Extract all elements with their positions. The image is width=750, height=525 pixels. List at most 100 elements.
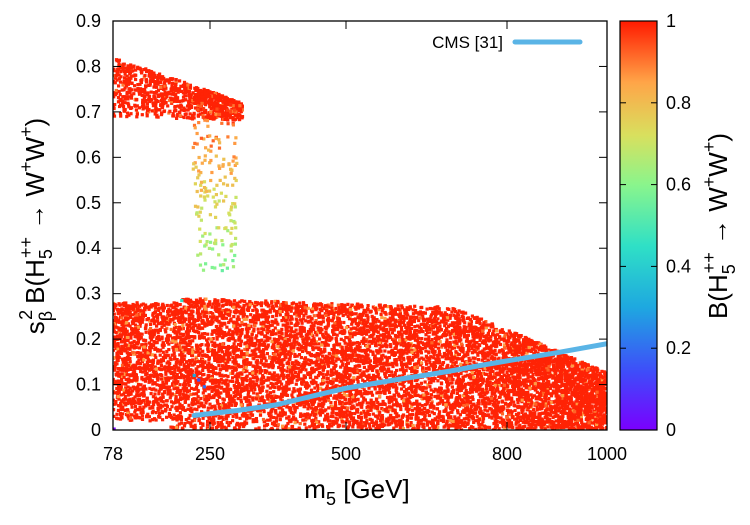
scatter-point [156, 82, 160, 86]
scatter-point [167, 412, 171, 416]
scatter-point [125, 314, 129, 318]
scatter-point [211, 195, 215, 199]
scatter-point [468, 329, 473, 333]
scatter-point [113, 312, 116, 316]
scatter-point [134, 108, 138, 112]
scatter-point [330, 304, 334, 308]
scatter-point [217, 226, 221, 230]
scatter-point [174, 78, 178, 82]
scatter-point [297, 362, 301, 366]
scatter-point [410, 319, 415, 323]
scatter-point [335, 333, 339, 337]
scatter-point [461, 384, 465, 388]
scatter-point [198, 108, 202, 112]
scatter-point [280, 327, 284, 331]
scatter-point [280, 309, 284, 313]
scatter-point [165, 319, 169, 323]
scatter-point [324, 330, 328, 334]
scatter-point [129, 65, 134, 69]
scatter-point [227, 98, 231, 102]
scatter-point [551, 427, 555, 430]
scatter-point [566, 364, 570, 368]
scatter-point [422, 343, 426, 347]
scatter-point [468, 396, 472, 400]
scatter-point [150, 98, 154, 102]
scatter-point [160, 101, 164, 105]
scatter-point [344, 363, 349, 367]
scatter-point [354, 312, 358, 316]
scatter-point [229, 110, 233, 114]
scatter-point [214, 381, 218, 385]
scatter-point [130, 327, 134, 331]
scatter-point [162, 343, 166, 347]
scatter-point [201, 234, 205, 238]
scatter-point [232, 352, 236, 356]
scatter-point [182, 80, 187, 84]
scatter-point [222, 157, 226, 161]
scatter-point [177, 87, 181, 91]
scatter-point [492, 329, 496, 333]
scatter-point [150, 388, 154, 392]
scatter-point [132, 339, 136, 343]
scatter-point [266, 384, 270, 388]
scatter-point [491, 325, 495, 329]
scatter-point [122, 80, 126, 84]
scatter-point [178, 402, 182, 406]
scatter-point [222, 199, 226, 203]
scatter-point [229, 102, 233, 107]
scatter-point [262, 340, 266, 344]
scatter-point [246, 338, 250, 342]
scatter-point [182, 115, 186, 120]
scatter-point [187, 99, 191, 103]
scatter-point [138, 355, 142, 359]
scatter-point [563, 388, 567, 392]
scatter-point [292, 415, 296, 419]
scatter-point [223, 106, 227, 111]
scatter-point [224, 345, 228, 350]
scatter-point [238, 416, 242, 420]
scatter-point [368, 322, 373, 326]
scatter-point [186, 305, 190, 309]
scatter-point [212, 388, 216, 392]
scatter-point [378, 410, 382, 414]
scatter-point [140, 320, 144, 324]
scatter-point [231, 123, 235, 127]
scatter-point [204, 262, 208, 266]
scatter-point [134, 68, 138, 72]
scatter-point [513, 333, 517, 337]
scatter-point [209, 178, 213, 183]
scatter-point [546, 425, 550, 429]
scatter-point [145, 360, 149, 364]
scatter-point [149, 90, 153, 94]
scatter-point [117, 89, 121, 94]
scatter-point [527, 417, 531, 421]
scatter-point [495, 398, 499, 402]
scatter-point [213, 116, 217, 120]
scatter-point [553, 408, 558, 412]
scatter-point [125, 74, 129, 78]
scatter-point [207, 246, 211, 250]
scatter-point [184, 108, 189, 112]
scatter-point [351, 326, 356, 330]
scatter-point [215, 202, 219, 206]
scatter-point [150, 77, 154, 81]
scatter-point [138, 324, 142, 328]
scatter-point [259, 361, 263, 365]
scatter-point [275, 339, 279, 343]
scatter-point [233, 339, 237, 343]
scatter-point [411, 355, 416, 359]
scatter-point [502, 378, 506, 382]
scatter-point [407, 323, 411, 327]
scatter-point [605, 374, 607, 378]
scatter-point [173, 355, 177, 359]
scatter-point [234, 156, 238, 160]
scatter-point [189, 424, 193, 428]
scatter-point [119, 66, 123, 70]
scatter-point [246, 305, 250, 309]
scatter-point [144, 404, 148, 408]
scatter-point [409, 346, 413, 350]
scatter-point [257, 371, 261, 375]
scatter-point [168, 376, 172, 380]
scatter-point [535, 390, 539, 394]
